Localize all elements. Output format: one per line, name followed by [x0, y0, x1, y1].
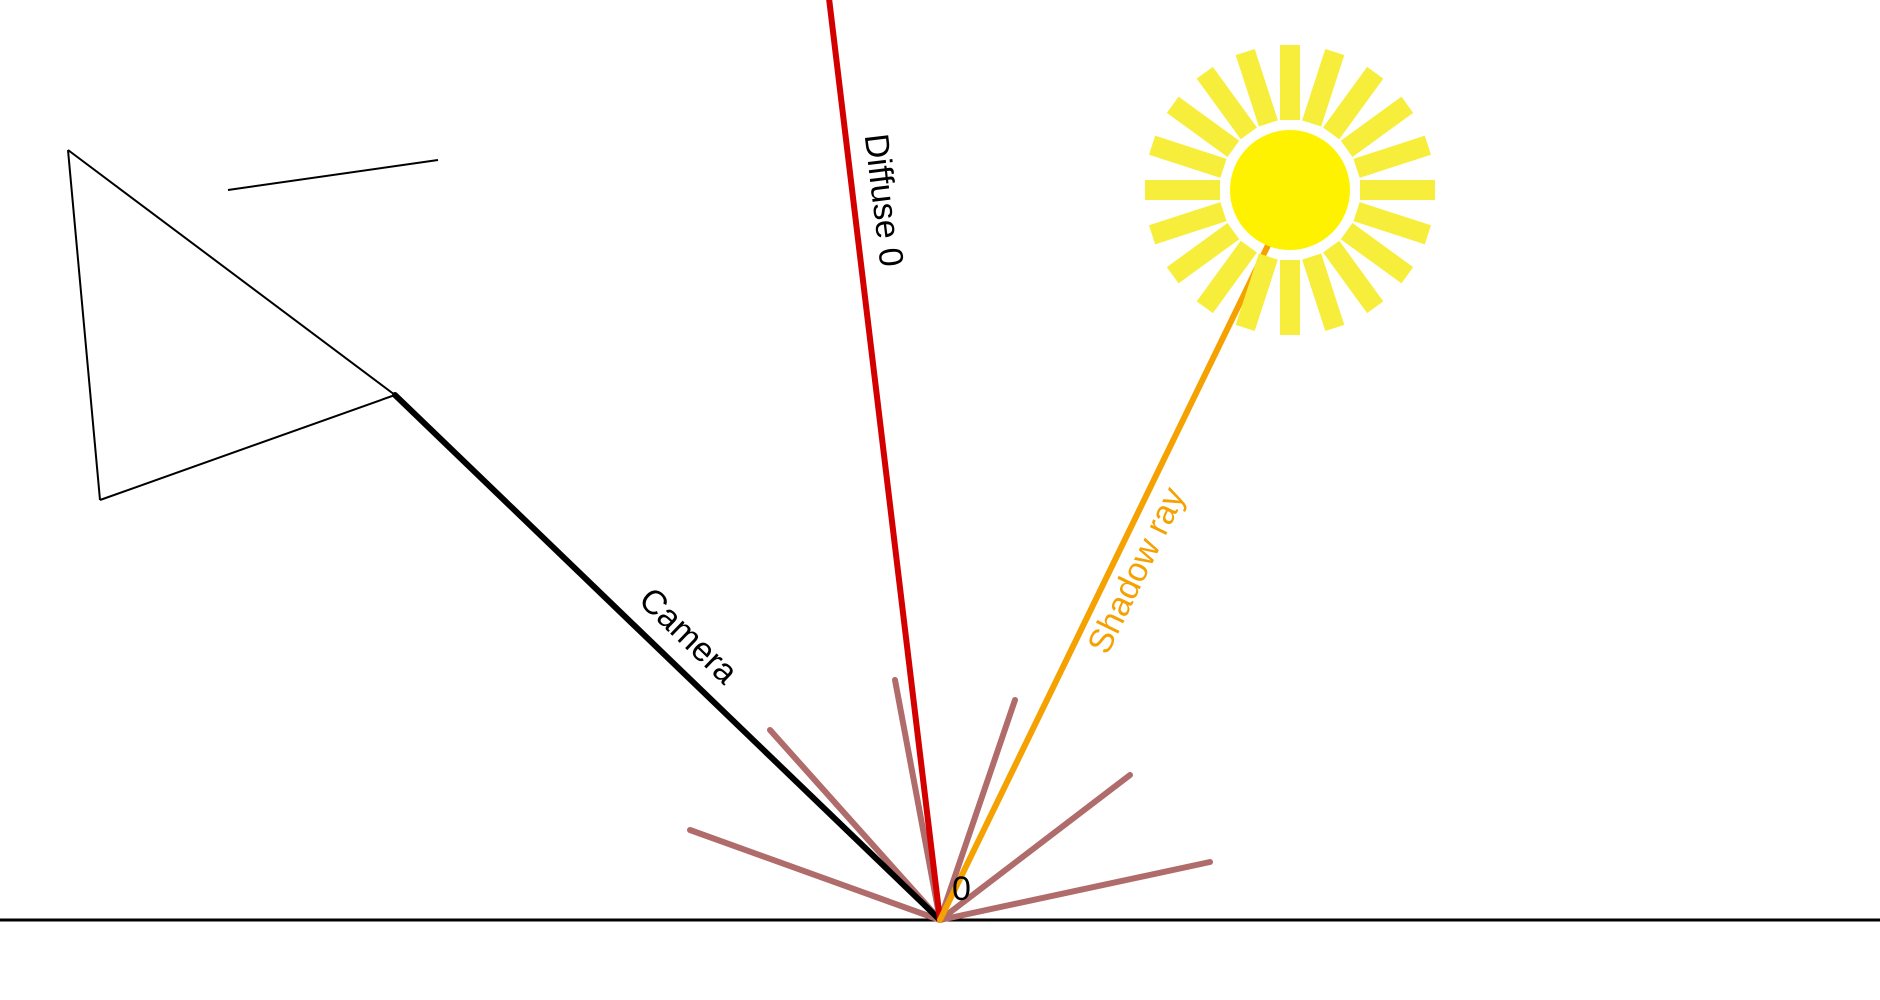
camera-ray — [395, 395, 940, 920]
shadow-ray — [940, 200, 1290, 920]
diffuse-ray-label: Diffuse 0 — [857, 132, 911, 269]
camera-cursor-icon — [68, 150, 438, 500]
sun-icon — [1145, 45, 1435, 335]
hit-point-label: 0 — [952, 870, 971, 908]
scatter-rays — [690, 680, 1210, 920]
shadow-ray-label: Shadow ray — [1080, 481, 1193, 659]
